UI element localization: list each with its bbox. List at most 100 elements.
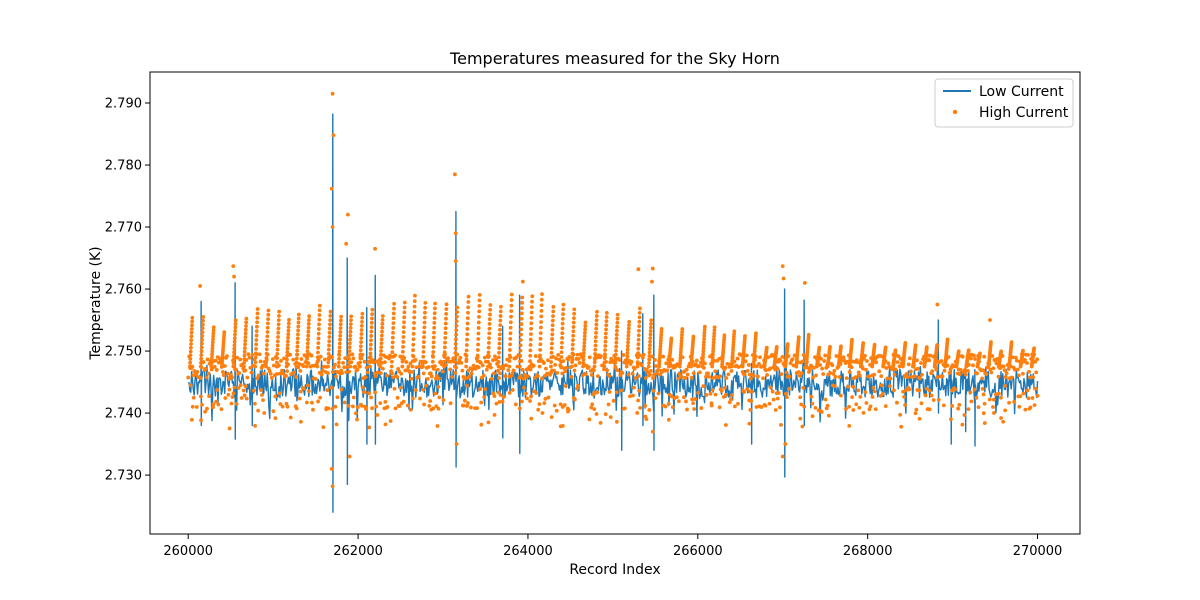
high-current-point	[635, 411, 640, 415]
high-current-point	[360, 404, 364, 408]
high-current-point	[1017, 404, 1022, 409]
high-current-point	[710, 364, 715, 369]
high-current-point	[497, 337, 502, 341]
high-current-point	[342, 365, 347, 370]
high-current-point	[285, 346, 290, 351]
high-current-point	[316, 336, 321, 341]
high-current-point	[373, 246, 377, 251]
high-current-point	[216, 402, 221, 407]
high-current-point	[919, 361, 923, 365]
high-current-point	[358, 352, 363, 357]
high-current-point	[593, 347, 598, 352]
high-current-point	[305, 349, 310, 353]
high-current-point	[924, 345, 929, 350]
high-current-point	[230, 395, 235, 399]
high-current-point	[563, 369, 568, 374]
high-current-point	[444, 312, 449, 316]
high-current-point	[534, 391, 539, 395]
high-current-point	[251, 388, 256, 393]
high-current-point	[602, 364, 607, 369]
high-current-point	[268, 371, 273, 376]
high-current-point	[730, 353, 735, 358]
high-current-point	[434, 404, 439, 409]
high-current-point	[443, 321, 448, 326]
high-current-point	[188, 383, 193, 388]
high-current-point	[428, 399, 433, 403]
high-current-point	[787, 386, 791, 391]
high-current-point	[729, 369, 734, 373]
high-current-point	[210, 352, 214, 357]
high-current-point	[617, 358, 622, 362]
high-current-point	[520, 399, 524, 404]
high-current-point	[711, 349, 715, 354]
high-current-point	[380, 366, 385, 371]
high-current-point	[702, 337, 706, 341]
high-current-point	[392, 306, 396, 311]
high-current-point	[306, 325, 311, 330]
high-current-point	[327, 335, 332, 339]
high-current-point	[934, 367, 939, 372]
high-current-point	[444, 316, 448, 321]
high-current-point	[576, 383, 580, 388]
high-current-point	[344, 241, 349, 246]
high-current-point	[893, 367, 898, 372]
high-current-point	[701, 355, 705, 360]
high-current-point	[718, 374, 723, 379]
y-tick-label: 2.750	[105, 345, 142, 360]
high-current-point	[525, 374, 530, 379]
high-current-point	[432, 321, 437, 325]
high-current-point	[1012, 367, 1017, 372]
high-current-point	[897, 364, 902, 369]
high-current-point	[371, 360, 376, 365]
high-current-point	[453, 351, 458, 355]
high-current-point	[410, 359, 415, 364]
high-current-point	[855, 360, 860, 365]
high-current-point	[238, 357, 243, 362]
high-current-point	[369, 334, 374, 338]
high-current-point	[320, 368, 325, 373]
high-current-point	[796, 335, 801, 340]
high-current-point	[255, 311, 260, 316]
high-current-point	[286, 328, 291, 333]
high-current-point	[788, 361, 793, 366]
high-current-point	[960, 354, 965, 359]
high-current-point	[625, 357, 629, 362]
high-current-point	[379, 345, 384, 350]
high-current-point	[453, 360, 457, 364]
high-current-point	[487, 317, 492, 322]
high-current-point	[496, 390, 501, 395]
high-current-point	[784, 370, 789, 375]
high-current-point	[338, 337, 342, 342]
high-current-point	[621, 353, 626, 357]
high-current-point	[264, 351, 269, 356]
high-current-point	[378, 401, 383, 406]
high-current-point	[732, 329, 737, 334]
high-current-point	[448, 401, 453, 406]
high-current-point	[232, 350, 236, 355]
high-current-point	[571, 325, 576, 329]
high-current-point	[243, 331, 248, 336]
high-current-point	[658, 347, 663, 352]
high-current-point	[770, 389, 775, 394]
high-current-point	[466, 310, 470, 315]
high-current-point	[368, 351, 373, 356]
high-current-point	[443, 335, 448, 340]
high-current-point	[723, 392, 728, 397]
high-current-point	[982, 421, 987, 425]
high-current-point	[552, 403, 557, 408]
high-current-point	[530, 294, 535, 299]
high-current-point	[338, 322, 343, 327]
high-current-point	[858, 394, 863, 399]
high-current-point	[503, 374, 508, 378]
high-current-point	[211, 334, 216, 339]
high-current-point	[476, 320, 481, 325]
high-current-point	[636, 351, 640, 356]
high-current-point	[573, 397, 577, 402]
high-current-point	[400, 349, 405, 354]
high-current-point	[583, 372, 588, 376]
high-current-point	[624, 364, 629, 369]
high-current-point	[254, 342, 259, 347]
high-current-point	[219, 407, 224, 412]
high-current-point	[325, 388, 330, 393]
high-current-point	[736, 365, 741, 369]
